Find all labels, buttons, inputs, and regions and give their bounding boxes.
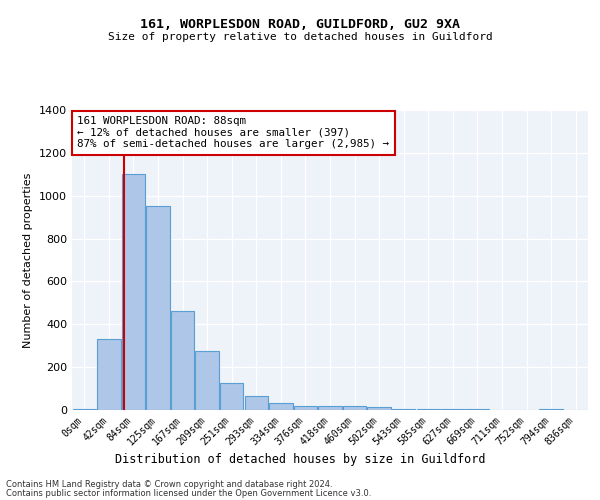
Text: Size of property relative to detached houses in Guildford: Size of property relative to detached ho… [107, 32, 493, 42]
Bar [441, 409, 464, 410]
Text: Contains public sector information licensed under the Open Government Licence v3: Contains public sector information licen… [6, 489, 371, 498]
Bar [367, 408, 391, 410]
Bar [97, 340, 121, 410]
Text: 161, WORPLESDON ROAD, GUILDFORD, GU2 9XA: 161, WORPLESDON ROAD, GUILDFORD, GU2 9XA [140, 18, 460, 30]
Bar [539, 409, 563, 410]
Bar [294, 406, 317, 410]
Text: Contains HM Land Registry data © Crown copyright and database right 2024.: Contains HM Land Registry data © Crown c… [6, 480, 332, 489]
Text: 161 WORPLESDON ROAD: 88sqm
← 12% of detached houses are smaller (397)
87% of sem: 161 WORPLESDON ROAD: 88sqm ← 12% of deta… [77, 116, 389, 149]
Bar [343, 406, 366, 410]
Bar [392, 409, 415, 410]
Bar [245, 396, 268, 410]
Bar [220, 383, 244, 410]
Bar [269, 402, 293, 410]
Bar [319, 406, 341, 410]
Bar [146, 206, 170, 410]
Bar [466, 409, 489, 410]
Y-axis label: Number of detached properties: Number of detached properties [23, 172, 34, 348]
Bar [196, 351, 219, 410]
Bar [416, 409, 440, 410]
Bar [122, 174, 145, 410]
Text: Distribution of detached houses by size in Guildford: Distribution of detached houses by size … [115, 452, 485, 466]
Bar [171, 312, 194, 410]
Bar [73, 409, 96, 410]
